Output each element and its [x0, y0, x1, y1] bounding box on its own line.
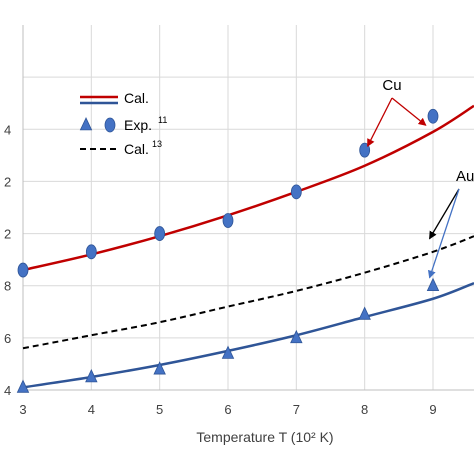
- x-tick-label: 8: [361, 402, 368, 417]
- y-tick-label: 2: [4, 227, 11, 242]
- annotation-label-au: Au: [456, 168, 474, 185]
- x-tick-label: 6: [224, 402, 231, 417]
- x-tick-label: 9: [429, 402, 436, 417]
- legend-label-cal: Cal.: [124, 90, 149, 106]
- data-point-triangle: [290, 329, 303, 344]
- data-point-circle: [222, 213, 234, 228]
- y-tick-label: 6: [4, 331, 11, 346]
- x-tick-label: 5: [156, 402, 163, 417]
- x-tick-label: 4: [88, 402, 95, 417]
- data-point-triangle: [85, 369, 98, 383]
- y-tick-label: 4: [4, 122, 11, 137]
- data-point-circle: [154, 226, 166, 241]
- legend-swatch-circle: [104, 117, 116, 133]
- x-axis-title: Temperature T (10² K): [196, 429, 333, 445]
- data-point-circle: [427, 108, 439, 124]
- annotation-label-cu: Cu: [382, 77, 401, 94]
- data-point-triangle: [358, 306, 371, 320]
- data-point-triangle: [153, 361, 166, 375]
- data-point-circle: [290, 184, 302, 200]
- data-point-circle: [17, 262, 29, 278]
- y-tick-label: 2: [4, 174, 11, 189]
- series-line-4: [22, 235, 474, 350]
- annotation-arrow-au: [429, 188, 460, 240]
- legend-label-cal13-sup: 13: [152, 139, 162, 149]
- y-tick-label: 4: [4, 383, 11, 398]
- annotations: Cu Au: [367, 77, 474, 279]
- series: [16, 104, 474, 393]
- grid: [22, 25, 474, 391]
- legend-label-cal13: Cal.: [124, 141, 149, 157]
- annotation-arrow-cu: [367, 97, 393, 148]
- x-tick-label: 7: [293, 402, 300, 417]
- annotation-arrow-au: [427, 188, 460, 279]
- data-point-circle: [359, 142, 371, 158]
- legend-swatch-triangle: [79, 117, 93, 131]
- legend-label-exp-sup: 11: [158, 115, 167, 125]
- y-tick-label: 8: [4, 279, 11, 294]
- data-point-triangle: [221, 345, 235, 359]
- data-point-triangle: [16, 379, 30, 393]
- legend-label-exp: Exp.: [124, 117, 152, 133]
- data-point-triangle: [426, 277, 440, 292]
- x-tick-label: 3: [19, 402, 26, 417]
- series-line-1: [22, 281, 474, 389]
- annotation-arrow-cu: [391, 97, 427, 126]
- data-point-circle: [85, 244, 97, 260]
